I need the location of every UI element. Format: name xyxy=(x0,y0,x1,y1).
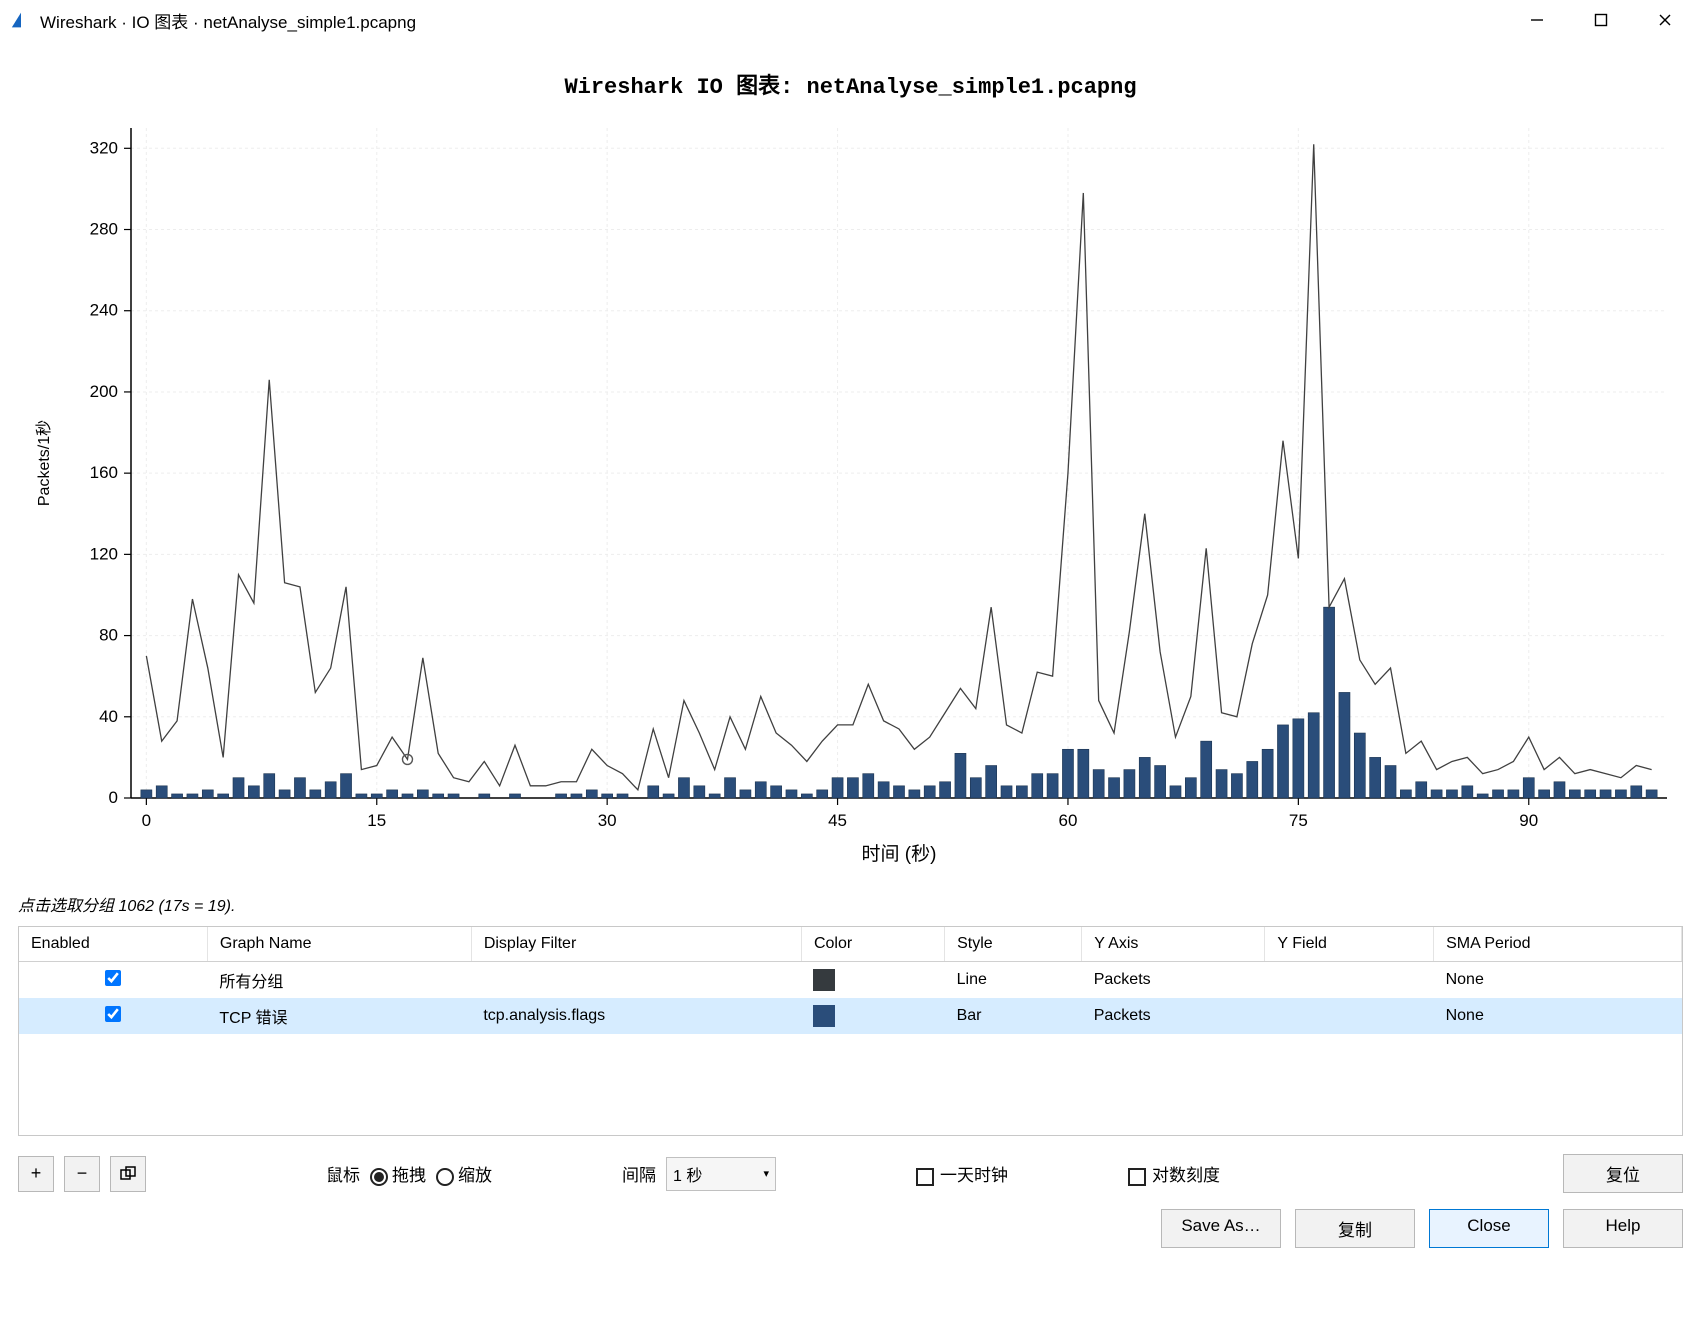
svg-text:0: 0 xyxy=(141,811,150,830)
chevron-down-icon: ▾ xyxy=(763,1167,769,1180)
save-as-button[interactable]: Save As… xyxy=(1161,1209,1281,1248)
svg-text:240: 240 xyxy=(89,301,117,320)
graph-name-cell: TCP 错误 xyxy=(207,998,471,1034)
enabled-checkbox[interactable] xyxy=(105,970,121,986)
mouse-label: 鼠标 xyxy=(326,1161,360,1186)
interval-label: 间隔 xyxy=(622,1161,656,1186)
display-filter-cell xyxy=(471,962,801,999)
wireshark-icon xyxy=(10,9,32,31)
io-chart[interactable]: 0 15 30 45 60 75 90 0 40 80 120 160 200 240 280 320 时间 (… xyxy=(21,118,1681,878)
svg-text:15: 15 xyxy=(367,811,386,830)
style-cell: Line xyxy=(945,962,1082,999)
column-header[interactable]: Enabled xyxy=(19,927,207,962)
yfield-cell xyxy=(1265,998,1434,1034)
interval-select[interactable]: 1 秒 ▾ xyxy=(666,1157,776,1191)
sma-cell: None xyxy=(1434,998,1682,1034)
maximize-button[interactable] xyxy=(1569,0,1633,40)
svg-text:30: 30 xyxy=(597,811,616,830)
column-header[interactable]: Y Field xyxy=(1265,927,1434,962)
titlebar: Wireshark · IO 图表 · netAnalyse_simple1.p… xyxy=(0,0,1701,40)
enabled-checkbox[interactable] xyxy=(105,1006,121,1022)
column-header[interactable]: Style xyxy=(945,927,1082,962)
close-dialog-button[interactable]: Close xyxy=(1429,1209,1549,1248)
status-text: 点击选取分组 1062 (17s = 19). xyxy=(0,886,1701,926)
window-title: Wireshark · IO 图表 · netAnalyse_simple1.p… xyxy=(40,8,1505,33)
svg-text:120: 120 xyxy=(89,544,117,563)
table-row[interactable]: TCP 错误 tcp.analysis.flags Bar Packets No… xyxy=(19,998,1682,1034)
mouse-zoom-radio[interactable]: 缩放 xyxy=(436,1161,492,1187)
display-filter-cell: tcp.analysis.flags xyxy=(471,998,801,1034)
svg-text:0: 0 xyxy=(108,788,117,807)
sma-cell: None xyxy=(1434,962,1682,999)
style-cell: Bar xyxy=(945,998,1082,1034)
color-swatch[interactable] xyxy=(813,969,835,991)
svg-text:75: 75 xyxy=(1288,811,1307,830)
log-scale-checkbox[interactable]: 对数刻度 xyxy=(1128,1161,1220,1187)
svg-text:90: 90 xyxy=(1519,811,1538,830)
copy-button[interactable]: 复制 xyxy=(1295,1209,1415,1248)
minimize-button[interactable] xyxy=(1505,0,1569,40)
svg-text:320: 320 xyxy=(89,138,117,157)
close-button[interactable] xyxy=(1633,0,1697,40)
remove-button[interactable]: − xyxy=(64,1156,100,1192)
svg-text:40: 40 xyxy=(99,707,118,726)
help-button[interactable]: Help xyxy=(1563,1209,1683,1248)
yfield-cell xyxy=(1265,962,1434,999)
duplicate-button[interactable] xyxy=(110,1156,146,1192)
graph-name-cell: 所有分组 xyxy=(207,962,471,999)
svg-text:280: 280 xyxy=(89,220,117,239)
mouse-drag-radio[interactable]: 拖拽 xyxy=(370,1161,426,1187)
day-clock-checkbox[interactable]: 一天时钟 xyxy=(916,1161,1008,1187)
color-swatch[interactable] xyxy=(813,1005,835,1027)
graph-config-table[interactable]: EnabledGraph NameDisplay FilterColorStyl… xyxy=(18,926,1683,1136)
yaxis-cell: Packets xyxy=(1082,962,1265,999)
column-header[interactable]: Graph Name xyxy=(207,927,471,962)
column-header[interactable]: Display Filter xyxy=(471,927,801,962)
reset-button[interactable]: 复位 xyxy=(1563,1154,1683,1193)
svg-text:时间 (秒): 时间 (秒) xyxy=(861,843,936,865)
svg-text:80: 80 xyxy=(99,626,118,645)
svg-text:45: 45 xyxy=(828,811,847,830)
column-header[interactable]: Y Axis xyxy=(1082,927,1265,962)
table-row[interactable]: 所有分组 Line Packets None xyxy=(19,962,1682,999)
yaxis-cell: Packets xyxy=(1082,998,1265,1034)
svg-text:160: 160 xyxy=(89,463,117,482)
svg-text:60: 60 xyxy=(1058,811,1077,830)
chart-title: Wireshark IO 图表: netAnalyse_simple1.pcap… xyxy=(18,68,1683,100)
column-header[interactable]: Color xyxy=(801,927,944,962)
svg-text:200: 200 xyxy=(89,382,117,401)
column-header[interactable]: SMA Period xyxy=(1434,927,1682,962)
add-button[interactable]: + xyxy=(18,1156,54,1192)
svg-text:Packets/1秒: Packets/1秒 xyxy=(35,420,53,506)
